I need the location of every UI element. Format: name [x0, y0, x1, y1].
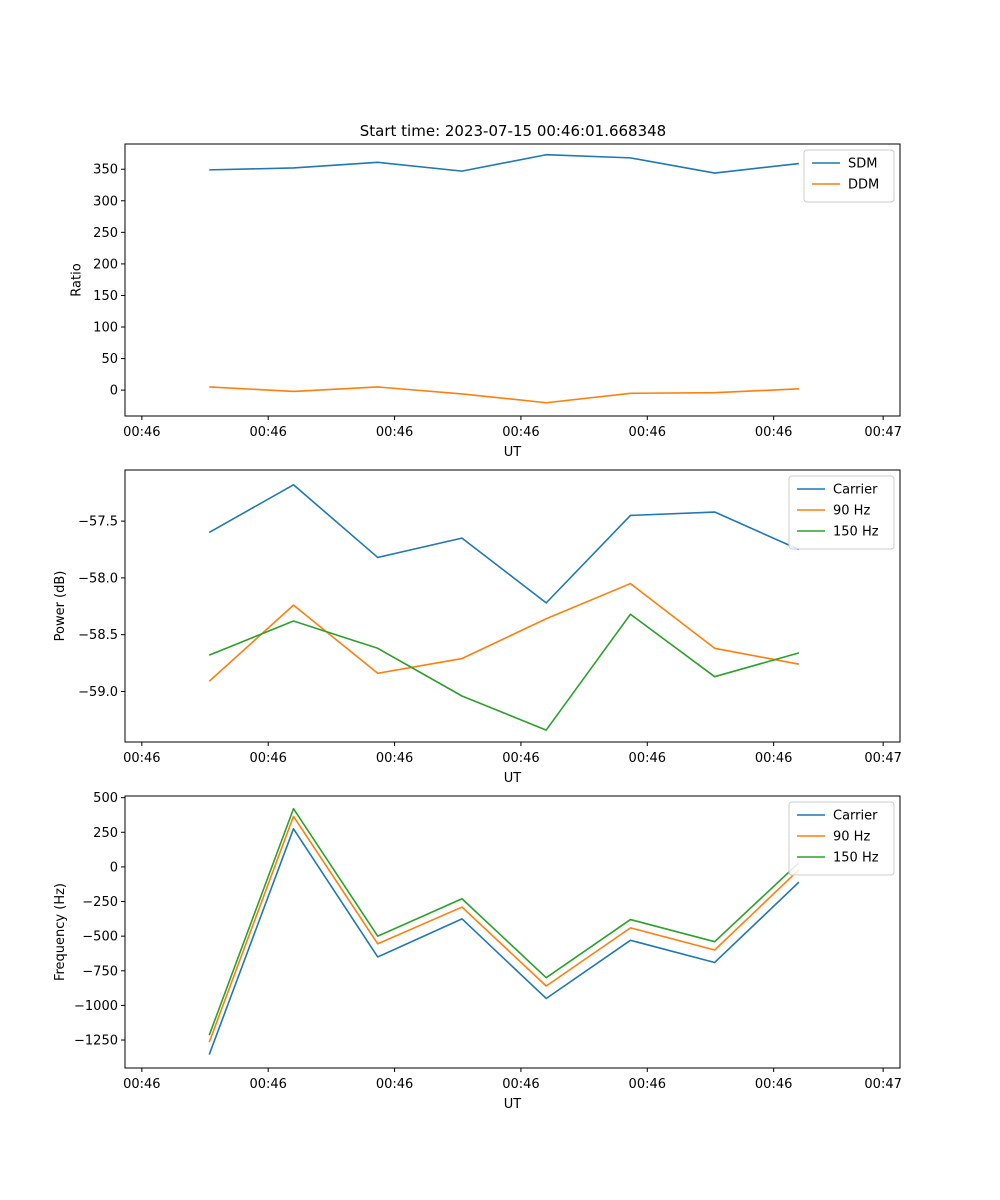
x-tick-label: 00:46: [629, 1077, 666, 1092]
y-tick-label: 0: [110, 860, 118, 875]
x-tick-label: 00:47: [864, 751, 901, 766]
y-tick-label: 150: [93, 289, 118, 304]
series-line-sdm: [209, 153, 799, 174]
y-tick-label: 0: [110, 384, 118, 399]
x-tick-label: 00:46: [123, 751, 160, 766]
legend-label: 150 Hz: [833, 525, 879, 540]
y-tick-label: −1250: [74, 1034, 118, 1049]
y-axis-label: Frequency (Hz): [53, 883, 68, 981]
y-tick-label: 500: [93, 791, 118, 806]
x-tick-label: 00:46: [629, 751, 666, 766]
series-line-90-hz: [208, 582, 800, 682]
x-tick-label: 00:46: [376, 425, 413, 440]
x-axis-label: UT: [504, 1097, 522, 1112]
plot-frame: [124, 795, 901, 1069]
legend: SDM DDM: [803, 149, 895, 203]
y-tick-label: −250: [82, 895, 118, 910]
legend-label: 90 Hz: [833, 504, 870, 519]
legend-label: 150 Hz: [833, 851, 879, 866]
chart-panels: 00:46 00:46 00:46 00:46 00:46 00:46 00:47 0 50 10…: [53, 143, 902, 1112]
legend-label: DDM: [848, 178, 879, 193]
series-line-150-hz: [208, 807, 800, 1036]
chart-panel-2: 00:46 00:46 00:46 00:46 00:46 00:46 00:47 −59.0…: [53, 469, 902, 786]
plot-frame: [124, 143, 901, 417]
plot-frame: [124, 469, 901, 743]
x-tick-label: 00:46: [249, 1077, 286, 1092]
legend-label: 90 Hz: [833, 830, 870, 845]
x-axis-label: UT: [504, 445, 522, 460]
x-axis-label: UT: [504, 771, 522, 786]
legend-label: Carrier: [833, 483, 878, 498]
x-tick-label: 00:46: [755, 1077, 792, 1092]
series-line-carrier: [208, 828, 800, 1055]
y-tick-label: 250: [93, 826, 118, 841]
y-tick-label: −58.0: [78, 571, 118, 586]
y-tick-label: 250: [93, 226, 118, 241]
x-tick-label: 00:46: [629, 425, 666, 440]
x-tick-label: 00:46: [376, 1077, 413, 1092]
y-tick-label: −59.0: [78, 685, 118, 700]
y-tick-label: 200: [93, 257, 118, 272]
series-line-ddm: [209, 386, 799, 404]
legend-label: Carrier: [833, 809, 878, 824]
x-tick-label: 00:46: [123, 425, 160, 440]
y-tick-label: 100: [93, 321, 118, 336]
y-axis-label: Power (dB): [53, 571, 68, 642]
x-tick-label: 00:46: [249, 751, 286, 766]
x-tick-label: 00:46: [755, 425, 792, 440]
y-tick-label: −57.5: [78, 515, 118, 530]
legend: Carrier 90 Hz 150 Hz: [788, 801, 895, 876]
y-tick-label: −500: [82, 930, 118, 945]
y-tick-label: −750: [82, 964, 118, 979]
x-tick-label: 00:47: [864, 425, 901, 440]
x-tick-label: 00:46: [502, 425, 539, 440]
x-tick-label: 00:46: [376, 751, 413, 766]
y-tick-label: −58.5: [78, 628, 118, 643]
x-tick-label: 00:46: [249, 425, 286, 440]
series-line-carrier: [208, 483, 800, 604]
chart-panel-1: 00:46 00:46 00:46 00:46 00:46 00:46 00:47 0 50 10…: [69, 143, 902, 460]
y-tick-label: 300: [93, 194, 118, 209]
y-axis-label: Ratio: [69, 263, 84, 296]
y-tick-label: −1000: [74, 999, 118, 1014]
legend-label: SDM: [848, 157, 877, 172]
chart-panel-3: 00:46 00:46 00:46 00:46 00:46 00:46 00:47 −1250…: [53, 791, 902, 1112]
legend: Carrier 90 Hz 150 Hz: [788, 475, 895, 550]
x-tick-label: 00:46: [502, 1077, 539, 1092]
x-tick-label: 00:47: [864, 1077, 901, 1092]
x-tick-label: 00:46: [123, 1077, 160, 1092]
series-line-150-hz: [208, 613, 800, 731]
series-line-90-hz: [208, 815, 800, 1043]
x-tick-label: 00:46: [502, 751, 539, 766]
x-tick-label: 00:46: [755, 751, 792, 766]
y-tick-label: 50: [101, 352, 118, 367]
y-tick-label: 350: [93, 163, 118, 178]
figure-title: Start time: 2023-07-15 00:46:01.668348: [360, 122, 666, 140]
